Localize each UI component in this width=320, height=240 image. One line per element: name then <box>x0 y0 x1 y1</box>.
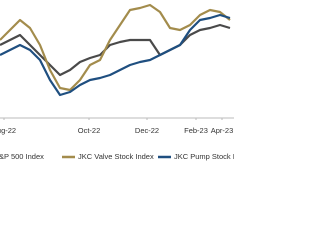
series-line <box>0 3 231 92</box>
x-tick-label: Apr-23 <box>211 126 234 135</box>
x-tick-label: Dec-22 <box>135 126 159 135</box>
x-tick-label: Oct-22 <box>78 126 101 135</box>
series-line <box>0 23 231 77</box>
x-tick-label: Aug-22 <box>0 126 16 135</box>
x-tick-label: Feb-23 <box>184 126 208 135</box>
legend-label: S&P 500 Index <box>0 152 44 161</box>
series-line <box>0 13 231 97</box>
legend-label: JKC Valve Stock Index <box>78 152 154 161</box>
legend-label: JKC Pump Stock Index <box>174 152 234 161</box>
